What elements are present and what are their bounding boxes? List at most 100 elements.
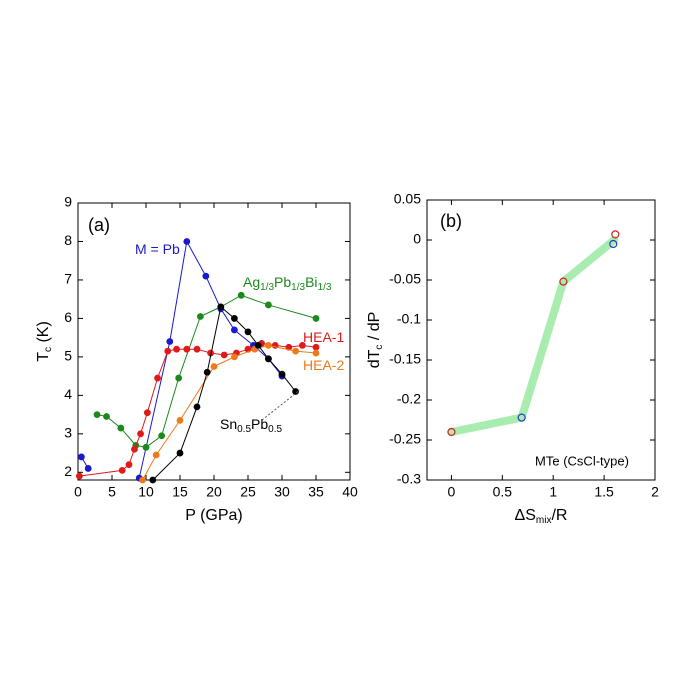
series-label-part: HEA-2: [303, 357, 344, 373]
x-tick-label: 20: [206, 484, 222, 500]
y-tick-label: -0.1: [397, 311, 421, 327]
y-tick-label: 7: [64, 271, 72, 287]
data-point: [230, 353, 238, 361]
y-axis-label-part: c: [374, 345, 385, 350]
data-point: [173, 345, 181, 353]
series-label-part: 1/3: [260, 282, 274, 293]
x-tick-label: 40: [342, 484, 358, 500]
panel-label: (b): [440, 211, 462, 231]
x-tick-label: 30: [274, 484, 290, 500]
x-axis-label-part: /R: [551, 507, 567, 524]
series-label-part: 1/3: [318, 282, 332, 293]
data-point: [217, 303, 225, 311]
x-axis-label: ΔSmix/R: [515, 507, 568, 525]
data-point: [84, 465, 92, 472]
y-tick-label: -0.3: [397, 471, 421, 487]
y-axis-label-part: c: [43, 347, 54, 352]
x-tick-label: 25: [240, 484, 256, 500]
data-point: [193, 403, 201, 411]
x-tick-label: 35: [308, 484, 324, 500]
data-point: [609, 239, 618, 249]
data-point: [230, 326, 238, 334]
y-axis-label-part: (K): [35, 321, 52, 347]
y-tick-label: 9: [64, 194, 72, 210]
x-axis-label-part: P (GPa): [185, 507, 243, 524]
data-point: [312, 315, 320, 322]
data-point: [137, 430, 144, 438]
data-point: [139, 476, 147, 484]
data-point: [125, 461, 133, 469]
data-point: [278, 370, 286, 378]
series-label: M = Pb: [135, 241, 180, 257]
data-point: [559, 277, 568, 286]
y-tick-label: 4: [64, 386, 72, 402]
x-tick-label: 10: [138, 484, 154, 500]
data-point: [265, 341, 272, 349]
data-point: [220, 351, 228, 359]
data-point: [202, 272, 210, 280]
data-point: [312, 343, 320, 351]
data-point: [244, 328, 252, 336]
data-point: [447, 427, 456, 437]
y-tick-label: -0.25: [389, 431, 421, 447]
series-label-part: 0.5: [237, 424, 251, 435]
x-tick-label: 15: [172, 484, 188, 500]
y-tick-label: 3: [64, 425, 72, 441]
y-axis-label-part: dT: [366, 349, 383, 368]
series-label-part: 1/3: [291, 282, 305, 293]
data-point: [176, 416, 184, 424]
data-point: [517, 413, 526, 422]
y-tick-label: 0.05: [394, 191, 421, 207]
data-point: [118, 466, 126, 474]
data-point: [237, 291, 245, 299]
data-point: [203, 368, 211, 376]
data-point: [611, 230, 620, 239]
series-label: Sn0.5Pb0.5: [220, 416, 282, 435]
data-point: [183, 345, 191, 353]
y-tick-label: 5: [64, 348, 72, 364]
x-tick-label: 5: [108, 484, 116, 500]
series-label-part: HEA-1: [303, 329, 344, 345]
series-label: HEA-2: [303, 357, 344, 373]
data-point: [164, 347, 172, 355]
y-axis-label: dTc / dP: [366, 312, 384, 369]
data-point: [142, 443, 150, 451]
x-axis-label-part: mix: [536, 515, 552, 526]
x-axis-label: P (GPa): [185, 507, 243, 524]
data-point: [176, 449, 184, 457]
data-point: [312, 349, 320, 357]
series-label-part: Ag: [243, 274, 260, 290]
data-point: [75, 472, 83, 480]
x-tick-label: 1: [549, 484, 557, 500]
data-point: [152, 451, 160, 459]
data-point: [166, 338, 174, 345]
x-axis-label-part: ΔS: [515, 507, 536, 524]
y-tick-label: -0.2: [397, 391, 421, 407]
data-point: [149, 476, 157, 484]
y-tick-label: -0.05: [389, 271, 421, 287]
y-axis-label-part: / dP: [366, 312, 383, 345]
data-point: [77, 453, 85, 461]
data-point: [254, 341, 262, 349]
x-tick-label: 2: [651, 484, 659, 500]
x-tick-label: 0: [74, 484, 82, 500]
data-point: [230, 315, 238, 322]
series-label-part: Bi: [305, 274, 317, 290]
data-point: [265, 301, 272, 309]
series-label: HEA-1: [303, 329, 344, 345]
y-tick-label: 8: [64, 232, 72, 248]
series-label-part: Pb: [274, 274, 291, 290]
plot-frame: [426, 199, 656, 481]
series-label: Ag1/3Pb1/3Bi1/3: [243, 274, 332, 293]
data-point: [103, 413, 110, 420]
panel-label: (a): [88, 215, 110, 235]
data-point: [154, 374, 161, 382]
series-label-part: 0.5: [268, 424, 282, 435]
data-point: [193, 345, 201, 353]
data-point: [196, 313, 204, 320]
data-point: [183, 238, 191, 245]
annotation-leader: [261, 389, 301, 421]
x-tick-label: 0.5: [493, 484, 513, 500]
data-point: [299, 341, 306, 349]
